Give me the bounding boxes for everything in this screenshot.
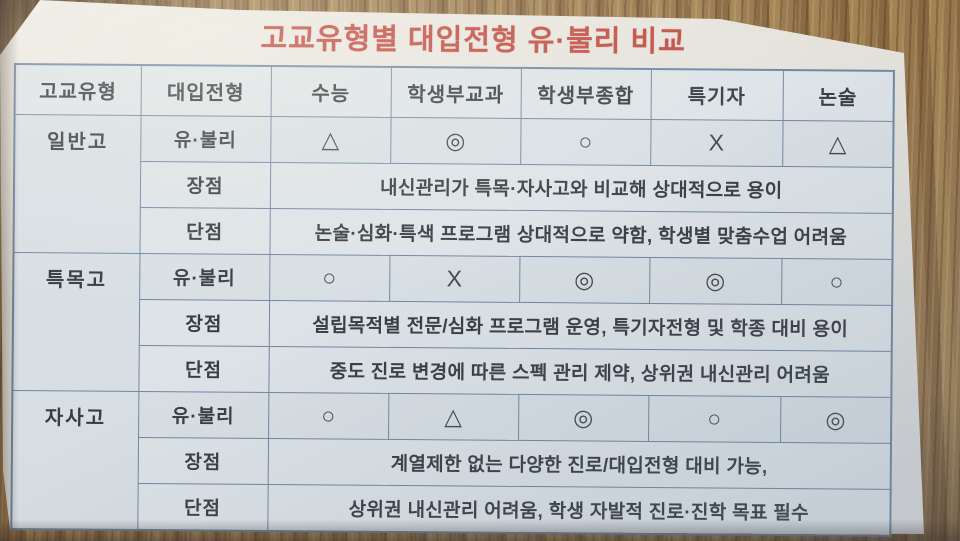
rating-cell: ○ — [648, 395, 781, 443]
row-label-pros: 장점 — [137, 437, 269, 485]
row-label-pros: 장점 — [138, 299, 270, 347]
document-title: 고교유형별 대입전형 유·불리 비교 — [260, 22, 686, 59]
school-cell: 자사고 — [11, 390, 139, 530]
rating-cell: ○ — [269, 254, 390, 302]
header-essay: 논술 — [782, 69, 894, 122]
rating-cell: X — [389, 255, 520, 303]
pros-text: 설립목적별 전문/심화 프로그램 운영, 특기자전형 및 학종 대비 용이 — [268, 300, 893, 352]
pros-row: 장점 설립목적별 전문/심화 프로그램 운영, 특기자전형 및 학종 대비 용이 — [13, 298, 893, 352]
rating-cell: ◎ — [519, 256, 650, 304]
row-label-cons: 단점 — [139, 207, 270, 255]
row-label-cons: 단점 — [137, 483, 268, 531]
row-label-pros: 장점 — [139, 161, 271, 209]
rating-cell: ○ — [781, 258, 893, 306]
rating-cell: ◎ — [390, 117, 521, 165]
row-label-rating: 유·불리 — [138, 391, 269, 439]
header-special-talent: 특기자 — [650, 68, 783, 121]
rating-cell: △ — [388, 393, 519, 441]
rating-row: 자사고 유·불리 ○ △ ◎ ○ ◎ — [11, 390, 892, 530]
row-label-rating: 유·불리 — [140, 115, 271, 163]
header-record-comprehensive: 학생부종합 — [520, 67, 651, 120]
cons-row: 단점 논술·심화·특색 프로그램 상대적으로 약함, 학생별 맞춤수업 어려움 — [13, 206, 893, 260]
rating-cell: ◎ — [518, 394, 649, 442]
header-record-subjects: 학생부교과 — [390, 66, 521, 119]
rating-cell: ○ — [520, 118, 651, 166]
comparison-table: 고교유형 대입전형 수능 학생부교과 학생부종합 특기자 논술 일반고 유·불리… — [10, 62, 895, 537]
cons-row: 단점 중도 진로 변경에 따른 스펙 관리 제약, 상위권 내신관리 어려움 — [12, 344, 892, 398]
rating-cell: △ — [270, 116, 391, 164]
header-school-type: 고교유형 — [14, 63, 141, 116]
cons-text: 중도 진로 변경에 따른 스펙 관리 제약, 상위권 내신관리 어려움 — [268, 346, 892, 398]
header-suneung: 수능 — [270, 65, 391, 118]
header-admission-type: 대입전형 — [140, 64, 271, 117]
header-row: 고교유형 대입전형 수능 학생부교과 학생부종합 특기자 논술 — [14, 63, 894, 122]
school-cell: 일반고 — [13, 114, 141, 254]
pros-row: 장점 계열제한 없는 다양한 진로/대입전형 대비 가능, — [12, 436, 892, 490]
pros-text: 계열제한 없는 다양한 진로/대입전형 대비 가능, — [267, 438, 892, 490]
rating-cell: ◎ — [649, 257, 782, 305]
rating-row: 특목고 유·불리 ○ X ◎ ◎ ○ — [12, 252, 893, 392]
rating-cell: △ — [782, 120, 894, 168]
pros-row: 장점 내신관리가 특목·자사고와 비교해 상대적으로 용이 — [14, 160, 894, 214]
cons-text: 논술·심화·특색 프로그램 상대적으로 약함, 학생별 맞춤수업 어려움 — [269, 208, 893, 260]
school-cell: 특목고 — [12, 252, 140, 392]
pros-text: 내신관리가 특목·자사고와 비교해 상대적으로 용이 — [269, 162, 894, 214]
rating-cell: ◎ — [780, 396, 892, 444]
cons-row: 단점 상위권 내신관리 어려움, 학생 자발적 진로·진학 목표 필수 — [11, 482, 891, 536]
row-label-rating: 유·불리 — [139, 253, 270, 301]
rating-cell: X — [650, 119, 783, 167]
cons-text: 상위권 내신관리 어려움, 학생 자발적 진로·진학 목표 필수 — [267, 484, 891, 536]
row-label-cons: 단점 — [138, 345, 269, 393]
rating-cell: ○ — [268, 392, 389, 440]
rating-row: 일반고 유·불리 △ ◎ ○ X △ — [13, 114, 894, 254]
